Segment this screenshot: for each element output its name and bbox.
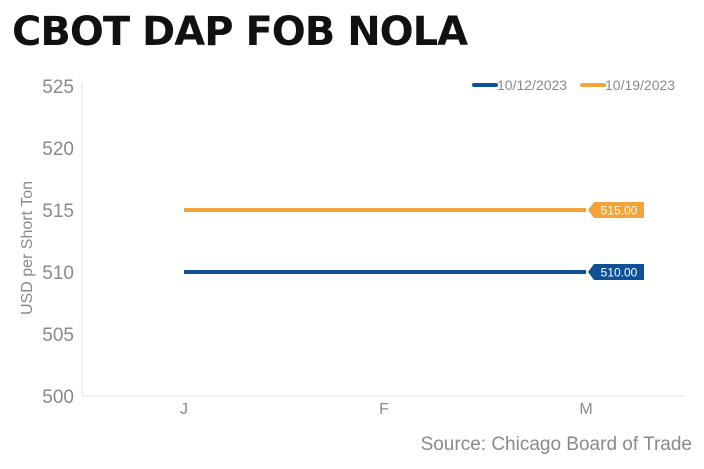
y-tick-label: 515 — [42, 201, 74, 222]
end-value-tag — [588, 264, 644, 280]
y-tick-label: 505 — [42, 325, 74, 346]
chart-axes — [81, 82, 684, 397]
y-tick-label: 510 — [42, 263, 74, 284]
y-axis-label: USD per Short Ton — [19, 181, 36, 315]
x-tick-label: M — [579, 401, 592, 418]
legend-label: 10/19/2023 — [605, 77, 675, 93]
y-tick-label: 525 — [42, 77, 74, 98]
chart-title: CBOT DAP FOB NOLA — [12, 9, 468, 55]
x-tick-label: F — [379, 401, 389, 418]
x-tick-label: J — [180, 401, 188, 418]
y-tick-label: 500 — [42, 387, 74, 408]
legend-label: 10/12/2023 — [497, 77, 567, 93]
end-value-label: 515.00 — [601, 204, 638, 218]
y-tick-label: 520 — [42, 139, 74, 160]
series-lines: 510.00 515.00 — [184, 202, 644, 280]
end-value-label: 510.00 — [601, 266, 638, 280]
y-axis-ticks: 500 505 510 515 520 525 — [42, 77, 74, 408]
legend: 10/12/2023 10/19/2023 — [472, 77, 675, 93]
source-note: Source: Chicago Board of Trade — [420, 434, 692, 455]
end-value-tag — [588, 202, 644, 218]
